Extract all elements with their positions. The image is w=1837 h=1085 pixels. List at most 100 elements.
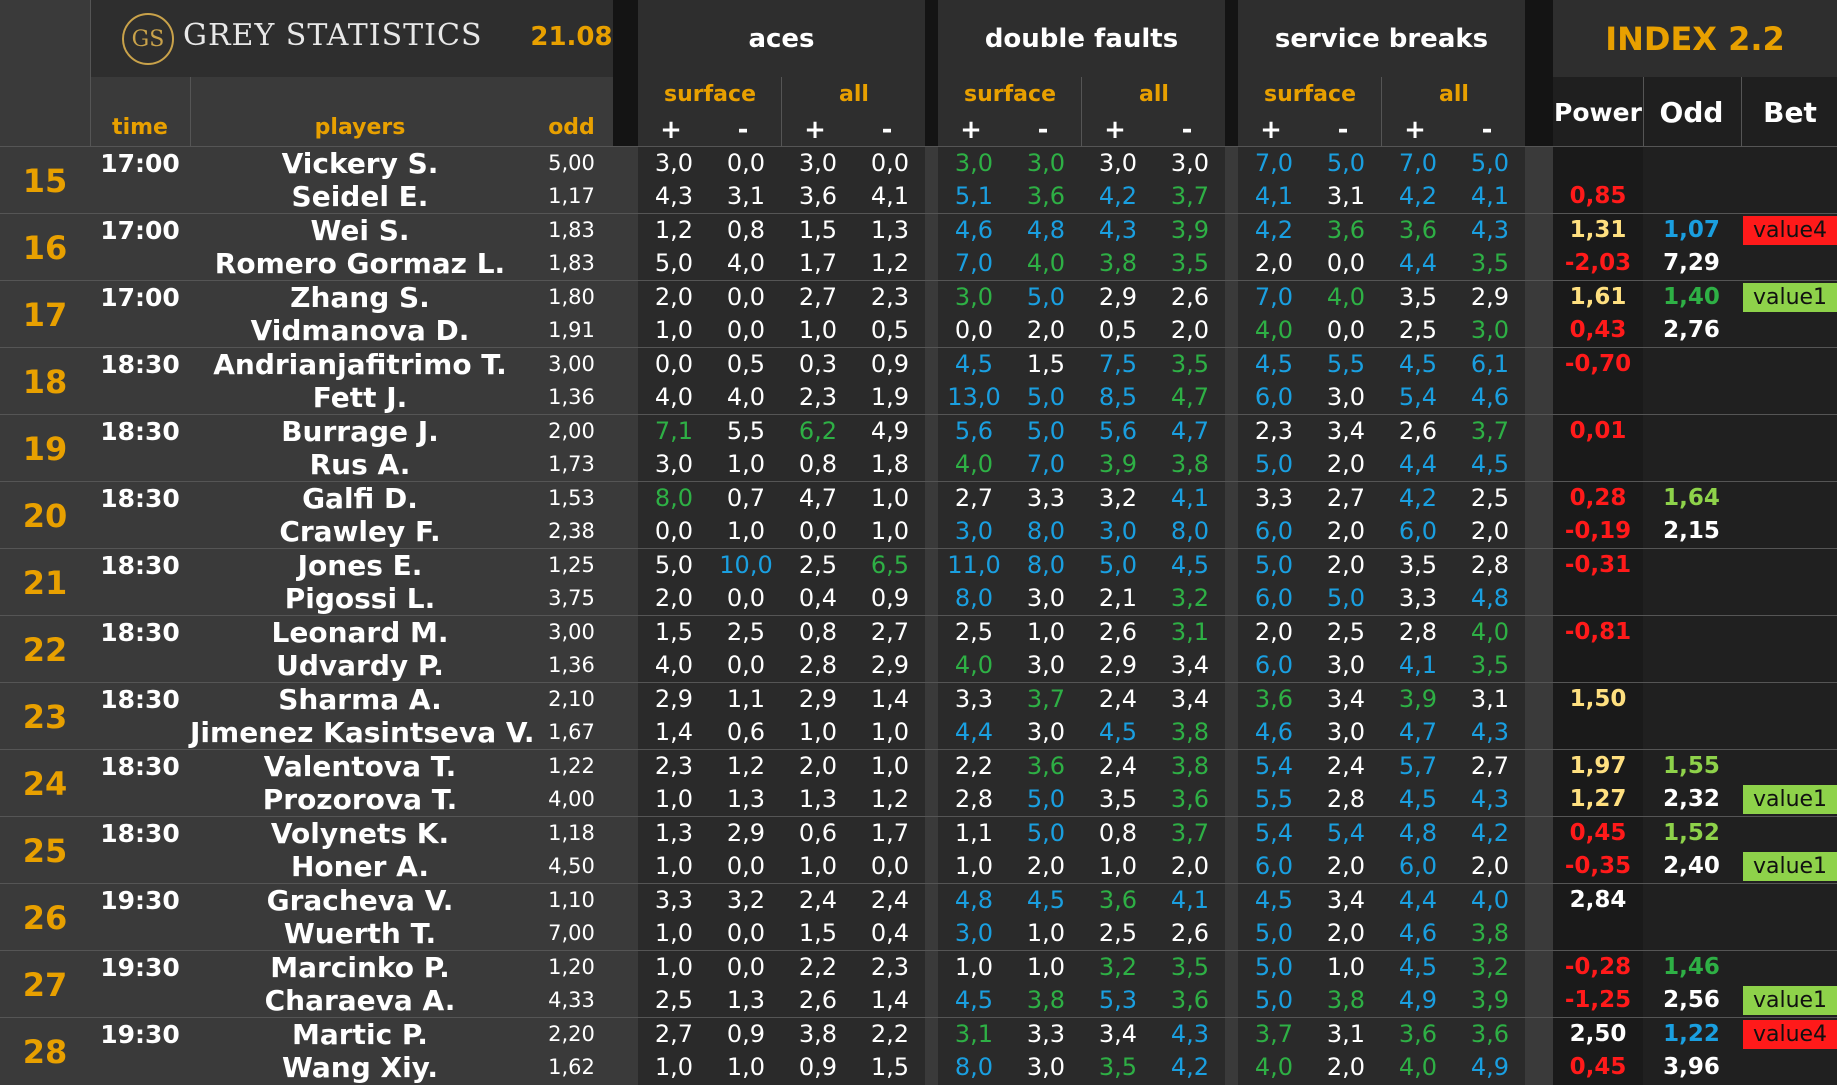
cell-bg xyxy=(638,683,925,750)
player-odd: 1,73 xyxy=(548,452,595,476)
sb-surface-plus: + xyxy=(1260,115,1282,145)
stat-value: 0,9 xyxy=(870,350,910,378)
stat-value: 3,0 xyxy=(1026,718,1066,746)
stat-value: 4,9 xyxy=(870,417,910,445)
stat-value: 5,5 xyxy=(1254,785,1294,813)
cell-bg xyxy=(938,147,1225,214)
player-name: Fett J. xyxy=(312,381,408,414)
stat-value: 4,0 xyxy=(726,383,766,411)
stat-value: 0,0 xyxy=(870,149,910,177)
player-odd: 1,17 xyxy=(548,184,595,208)
stat-value: 5,5 xyxy=(726,417,766,445)
stat-value: 5,6 xyxy=(1098,417,1138,445)
stat-value: 7,5 xyxy=(1098,350,1138,378)
stat-value: 0,4 xyxy=(798,584,838,612)
stat-value: 4,0 xyxy=(1326,283,1366,311)
stat-value: 1,0 xyxy=(654,1053,694,1081)
brand-bar xyxy=(90,0,613,77)
aces-all-minus: - xyxy=(881,115,893,145)
stat-value: 3,6 xyxy=(1026,752,1066,780)
power-value xyxy=(1553,716,1643,749)
stat-value: 3,6 xyxy=(798,182,838,210)
sb-surface-minus: - xyxy=(1337,115,1349,145)
table-row: 27 19:30 Marcinko P. Charaeva A. 1,20 4,33 1,0… xyxy=(0,950,1837,1018)
stat-value: 1,0 xyxy=(726,1053,766,1081)
stat-value: 4,1 xyxy=(870,182,910,210)
stat-value: 1,5 xyxy=(870,1053,910,1081)
double-faults-title: double faults xyxy=(984,23,1179,54)
cell-bg xyxy=(1553,147,1643,214)
match-number: 15 xyxy=(0,147,90,214)
stat-value: 2,0 xyxy=(1170,316,1210,344)
stat-value: 3,0 xyxy=(954,149,994,177)
table-row: 22 18:30 Leonard M. Udvardy P. 3,00 1,36 1,5 2,… xyxy=(0,615,1837,683)
cell-bg xyxy=(1238,750,1525,817)
player-name: Marcinko P. xyxy=(270,951,450,984)
df-surface-label: surface xyxy=(964,82,1056,107)
stat-value: 2,7 xyxy=(1326,484,1366,512)
stat-value: 8,0 xyxy=(1026,551,1066,579)
stat-value: 2,5 xyxy=(654,986,694,1014)
power-value xyxy=(1553,448,1643,481)
stat-value: 0,0 xyxy=(798,517,838,545)
stat-value: 3,6 xyxy=(1254,685,1294,713)
stat-value: 1,0 xyxy=(870,517,910,545)
stat-value: 4,2 xyxy=(1098,182,1138,210)
match-time: 19:30 xyxy=(100,886,180,915)
index-odd-value xyxy=(1643,147,1740,180)
stat-value: 3,0 xyxy=(1326,651,1366,679)
index-odd-value xyxy=(1643,649,1740,682)
stat-value: 2,0 xyxy=(654,283,694,311)
stat-value: 3,3 xyxy=(954,685,994,713)
index-odd-value: 2,15 xyxy=(1663,518,1720,544)
cell-bg xyxy=(638,549,925,616)
player-name: Sharma A. xyxy=(278,683,442,716)
index-odd-value: 2,40 xyxy=(1663,853,1720,879)
stat-value: 1,2 xyxy=(654,216,694,244)
stat-value: 4,7 xyxy=(1170,383,1210,411)
cell-bg xyxy=(1643,147,1837,214)
stat-value: 5,0 xyxy=(1026,383,1066,411)
player-name: Jimenez Kasintseva V. xyxy=(190,716,535,749)
index-subheader xyxy=(1553,77,1837,146)
stat-value: 3,4 xyxy=(1326,417,1366,445)
stat-value: 4,3 xyxy=(1470,216,1510,244)
player-odd: 1,22 xyxy=(548,754,595,778)
stat-value: 4,6 xyxy=(1470,383,1510,411)
power-value: 0,43 xyxy=(1569,317,1627,343)
match-time: 18:30 xyxy=(100,685,180,714)
odd2-header: Odd xyxy=(1659,96,1724,129)
stat-value: 7,0 xyxy=(954,249,994,277)
cell-bg xyxy=(1238,415,1525,482)
stat-value: 2,3 xyxy=(1254,417,1294,445)
stat-value: 4,0 xyxy=(654,651,694,679)
stat-value: 6,2 xyxy=(798,417,838,445)
stat-value: 2,0 xyxy=(1026,316,1066,344)
table-row: 15 17:00 Vickery S. Seidel E. 5,00 1,17 3,0 0,0… xyxy=(0,146,1837,214)
cell-bg xyxy=(1553,683,1643,750)
stat-value: 3,3 xyxy=(654,886,694,914)
player-odd: 2,00 xyxy=(548,419,595,443)
stat-value: 3,7 xyxy=(1254,1020,1294,1048)
stat-value: 5,7 xyxy=(1398,752,1438,780)
stat-value: 4,3 xyxy=(1098,216,1138,244)
stat-value: 3,4 xyxy=(1170,685,1210,713)
cell-bg xyxy=(638,482,925,549)
player-name: Jones E. xyxy=(297,549,423,582)
index-odd-value xyxy=(1643,683,1740,716)
stat-value: 0,0 xyxy=(654,350,694,378)
stat-value: 2,4 xyxy=(1326,752,1366,780)
player-name: Wei S. xyxy=(310,214,410,247)
table-row: 19 18:30 Burrage J. Rus A. 2,00 1,73 7,1 5,5 6,2… xyxy=(0,414,1837,482)
cell-bg xyxy=(938,549,1225,616)
bet-badge: value1 xyxy=(1743,283,1837,312)
stat-value: 3,6 xyxy=(1170,986,1210,1014)
index-odd-value: 1,40 xyxy=(1663,284,1720,310)
stat-value: 3,0 xyxy=(1026,651,1066,679)
cell-bg xyxy=(1238,482,1525,549)
index-odd-value: 1,07 xyxy=(1663,217,1720,243)
stat-value: 3,4 xyxy=(1326,886,1366,914)
stat-value: 1,0 xyxy=(798,852,838,880)
cell-bg xyxy=(638,951,925,1018)
stat-value: 4,5 xyxy=(1254,350,1294,378)
